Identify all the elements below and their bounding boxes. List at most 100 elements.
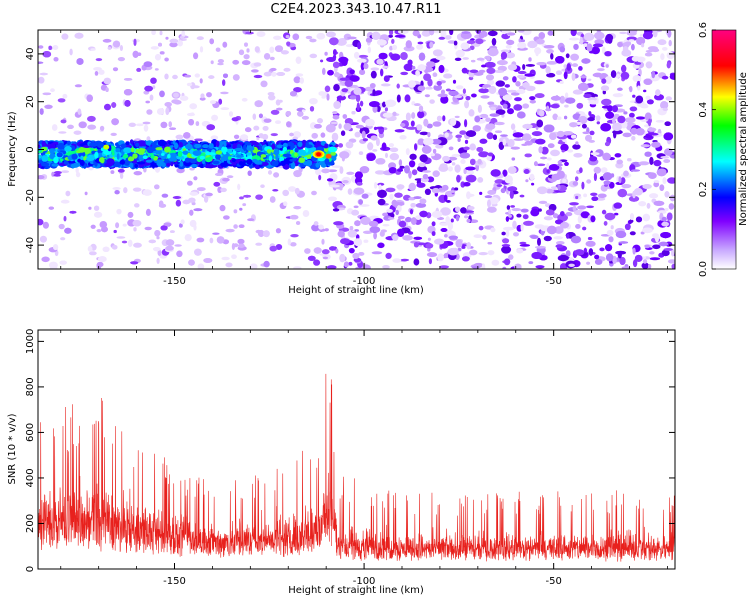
spectrogram-cell <box>655 234 659 243</box>
spectrogram-cell <box>321 249 330 255</box>
spectrogram-cell <box>437 93 448 98</box>
spectrogram-cell <box>554 226 564 234</box>
spectrogram-cell <box>546 157 552 161</box>
spectrogram-cell <box>564 161 569 166</box>
spectrogram-cell <box>538 110 545 117</box>
spectrogram-cell <box>381 142 387 151</box>
spectrogram-cell <box>516 248 524 254</box>
spectrogram-cell <box>649 257 661 261</box>
spectrogram-cell <box>75 167 79 174</box>
spectrogram-cell <box>493 134 497 140</box>
spectrogram-cell <box>237 183 241 190</box>
spectrogram-band-cell <box>70 163 79 168</box>
spectrogram-cell <box>326 57 336 62</box>
spectrogram-cell <box>603 221 608 226</box>
spectrogram-cell <box>615 230 627 239</box>
spectrogram-cell <box>423 138 434 146</box>
spectrogram-cell <box>432 49 443 57</box>
spectrogram-cell <box>523 220 534 226</box>
spectrogram-cell <box>316 32 326 40</box>
spectrogram-cell <box>210 135 219 140</box>
spectrogram-cell <box>382 101 386 108</box>
spectrogram-cell <box>311 132 319 139</box>
spectrogram-cell <box>522 82 530 88</box>
spectrogram-cell <box>255 242 263 246</box>
spectrogram-cell <box>456 174 461 183</box>
spectrogram-cell <box>285 111 292 116</box>
spectrogram-cell <box>225 228 235 233</box>
spectrogram-cell <box>372 149 378 152</box>
spectrogram-cell <box>487 199 491 208</box>
spectrogram-cell <box>469 143 477 151</box>
spectrogram-cell <box>380 83 391 87</box>
spectrogram-cell <box>58 223 65 230</box>
spectrogram-cell <box>653 180 660 183</box>
spectrogram-cell <box>471 93 477 98</box>
spectrogram-cell <box>652 244 661 250</box>
spectrogram-cell <box>485 123 496 130</box>
spectrogram-band-cell <box>86 156 94 161</box>
spectrogram-cell <box>94 71 99 76</box>
spectrogram-cell <box>668 203 675 210</box>
colorbar-label: Normalized spectral amplitude <box>738 72 749 226</box>
spectrogram-cell <box>199 97 206 101</box>
spectrogram-cell <box>39 108 44 115</box>
spectrogram-cell <box>660 232 671 239</box>
spectrogram-cell <box>585 240 596 247</box>
spectrogram-cell <box>545 108 552 112</box>
spectrogram-band-cell <box>66 140 71 146</box>
spectrogram-cell <box>377 189 387 198</box>
spectrogram-cell <box>128 122 136 128</box>
spectrogram-band-cell <box>122 153 129 159</box>
spectrogram-cell <box>642 259 648 264</box>
spectrogram-cell <box>89 251 97 256</box>
spectrogram-cell <box>301 109 306 112</box>
spectrogram-band-cell <box>228 156 232 160</box>
spectrogram-cell <box>49 266 58 269</box>
spectrogram-cell <box>660 53 665 60</box>
spectrogram-cell <box>333 221 344 226</box>
spectrogram-band-cell <box>324 158 330 165</box>
spectrogram-cell <box>347 229 357 238</box>
spectrogram-cell <box>663 132 674 141</box>
spectrogram-cell <box>488 85 497 94</box>
spectrogram-cell <box>328 196 337 201</box>
spectrogram-cell <box>293 76 301 84</box>
spectrogram-cell <box>463 168 467 175</box>
spectrogram-cell <box>485 117 491 122</box>
spectrogram-cell <box>62 93 68 99</box>
spectrogram-cell <box>57 98 66 103</box>
spectrogram-cell <box>286 41 291 47</box>
spectrogram-cell <box>283 201 288 206</box>
spectrogram-cell <box>324 228 329 232</box>
spectrogram-cell <box>575 224 581 229</box>
spectrogram-cell <box>629 231 636 236</box>
spectrogram-cell <box>309 53 317 59</box>
spectrogram-cell <box>410 203 417 208</box>
spectrogram-cell <box>338 123 342 129</box>
spectrogram-cell <box>377 198 386 206</box>
spectrogram-cell <box>571 72 576 81</box>
spectrogram-cell <box>500 49 511 53</box>
spectrogram-cell <box>661 249 670 257</box>
spectrogram-cell <box>394 129 405 133</box>
spectrogram-cell <box>232 59 240 65</box>
spectrogram-band-cell <box>132 153 138 159</box>
spectrogram-cell <box>440 80 446 84</box>
spectrogram-cell <box>321 168 330 174</box>
spectrogram-band-cell <box>189 158 198 164</box>
spectrogram-cell <box>351 209 359 216</box>
spectrogram-cell <box>133 38 137 46</box>
spectrogram-cell <box>461 67 468 74</box>
spectrogram-cell <box>440 228 448 232</box>
spectrogram-cell <box>632 247 636 255</box>
spectrogram-cell <box>396 184 405 190</box>
spectrogram-cell <box>332 208 340 212</box>
spectrogram-cell <box>339 186 343 191</box>
spectrogram-band-cell <box>243 144 247 151</box>
spectrogram-cell <box>392 234 399 242</box>
spectrogram-cell <box>123 89 133 96</box>
spectrogram-cell <box>587 97 597 101</box>
spectrogram-cell <box>423 118 429 127</box>
spectrogram-cell <box>342 114 348 119</box>
